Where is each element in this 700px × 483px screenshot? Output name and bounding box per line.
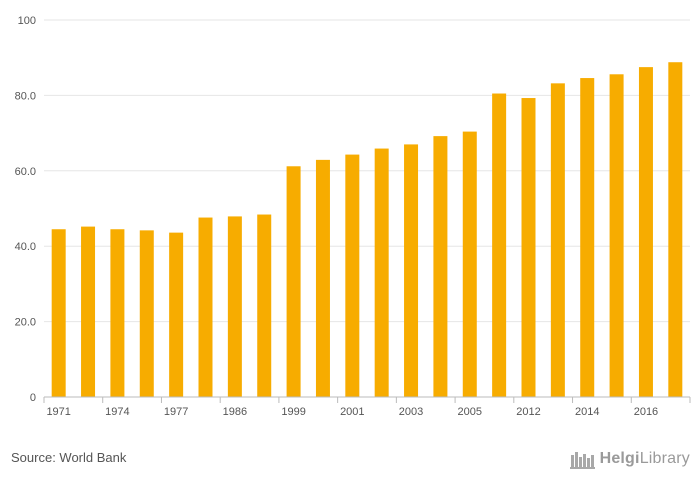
x-axis-ticks: 1971 1974 1977 1986 1999 2001 2003 2005 2012 2014… [43, 397, 691, 418]
bar-2004 [433, 136, 448, 397]
y-tick-label: 20.0 [15, 317, 36, 329]
bar-2002 [374, 148, 389, 397]
bar-2015 [609, 74, 624, 398]
bar-1986 [227, 216, 242, 397]
y-tick-label: 40.0 [15, 241, 36, 253]
x-tick-label: 2003 [399, 406, 423, 418]
logo-text-bold: Helgi [599, 450, 640, 467]
logo-text-light: Library [639, 450, 690, 467]
bar-1971 [51, 229, 66, 397]
bar-1974 [110, 229, 125, 397]
bar-1972 [81, 226, 96, 397]
bar-2014 [580, 78, 595, 398]
bar-1975 [139, 230, 154, 397]
bar-1999 [286, 166, 301, 397]
bar-1990 [257, 214, 272, 397]
x-tick-label: 2001 [340, 406, 364, 418]
logo-wordmark: HelgiLibrary [600, 450, 690, 468]
bar-2011 [492, 93, 507, 397]
x-tick-label: 2016 [634, 406, 658, 418]
x-tick-label: 2014 [575, 406, 599, 418]
bar-2017 [668, 62, 683, 397]
bar-2013 [550, 83, 565, 397]
bar-chart: 0 20.0 40.0 60.0 80.0 100 1971 1974 1977 1986 199… [15, 15, 691, 418]
y-tick-label: 0 [30, 392, 36, 404]
bar-2000 [315, 159, 330, 397]
bar-2016 [638, 67, 653, 397]
x-tick-label: 2012 [516, 406, 540, 418]
bar-2003 [404, 144, 419, 397]
helgi-library-logo: HelgiLibrary [569, 447, 690, 471]
y-tick-label: 60.0 [15, 166, 36, 178]
bars [51, 62, 683, 398]
bar-2001 [345, 154, 360, 397]
helgi-library-logo-icon [569, 452, 595, 469]
bar-2012 [521, 98, 536, 397]
source-note: Source: World Bank [11, 450, 127, 465]
x-tick-label: 1999 [281, 406, 305, 418]
bar-1977 [169, 232, 184, 397]
x-tick-label: 1986 [223, 406, 247, 418]
bar-1985 [198, 217, 213, 397]
y-tick-label: 100 [18, 15, 36, 27]
y-tick-label: 80.0 [15, 90, 36, 102]
x-tick-label: 1977 [164, 406, 188, 418]
y-axis-ticks: 0 20.0 40.0 60.0 80.0 100 [15, 15, 36, 404]
x-tick-label: 1971 [46, 406, 70, 418]
x-tick-label: 2005 [458, 406, 482, 418]
bar-2005 [462, 131, 477, 398]
x-tick-label: 1974 [105, 406, 129, 418]
